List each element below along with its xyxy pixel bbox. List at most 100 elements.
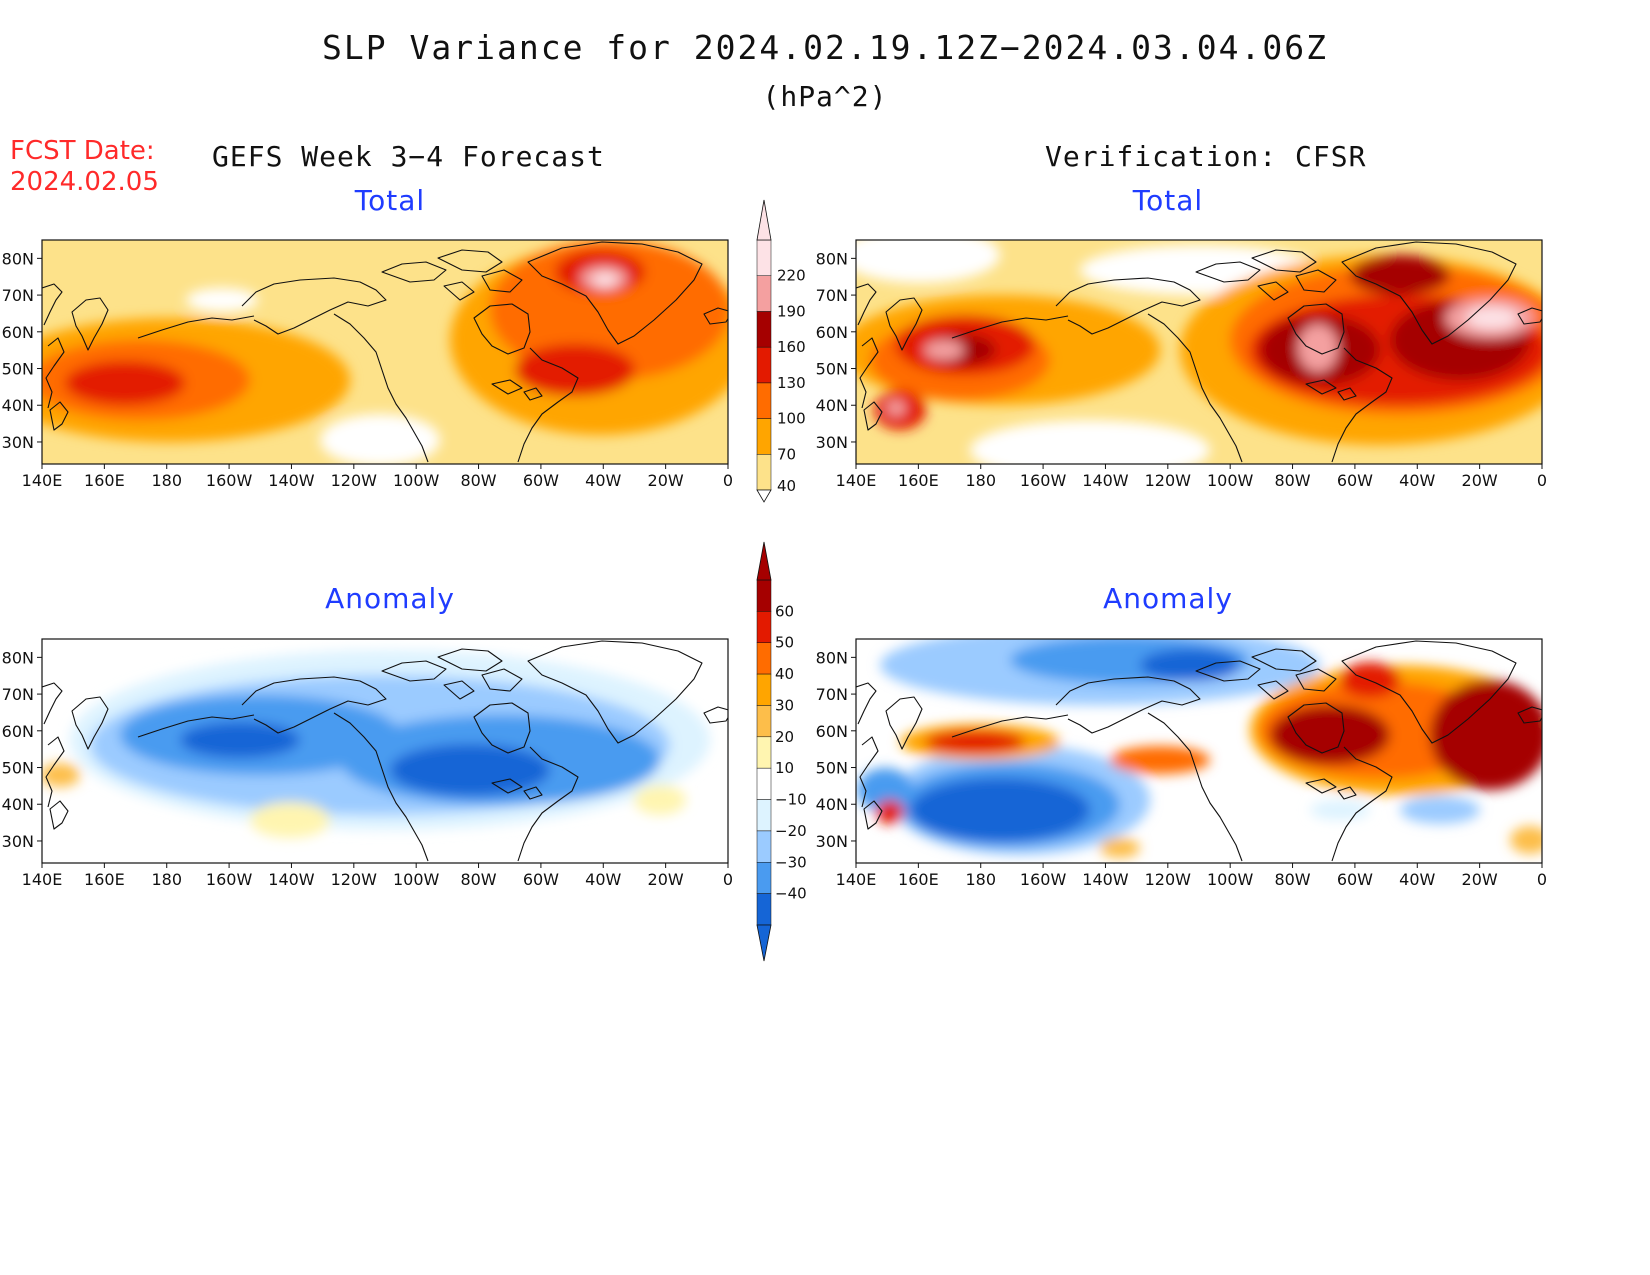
forecast-anomaly-lon-label: 140W <box>268 870 315 889</box>
forecast-total-lon-label: 120W <box>331 471 378 490</box>
verification-total-lon-label: 40W <box>1399 471 1435 490</box>
forecast-anomaly-lat-label: 80N <box>2 648 34 667</box>
forecast-anomaly-lon-label: 60W <box>523 870 559 889</box>
colorbar-total-label: 40 <box>777 477 796 495</box>
verification-total-lat-label: 70N <box>816 286 848 305</box>
forecast-total-lon-label: 60W <box>523 471 559 490</box>
colorbar-anomaly-label: −30 <box>775 853 807 871</box>
verification-anomaly-lon-label: 180 <box>965 870 996 889</box>
verification-anomaly-lon-label: 160E <box>898 870 939 889</box>
colorbar-anomaly-label: −20 <box>775 822 807 840</box>
forecast-anomaly-lon-label: 160E <box>84 870 125 889</box>
colorbar-anomaly-label: 60 <box>775 602 794 620</box>
forecast-total-lon-label: 140W <box>268 471 315 490</box>
figure-title: SLP Variance for 2024.02.19.12Z−2024.03.… <box>322 28 1328 67</box>
verification-total-lon-label: 20W <box>1462 471 1498 490</box>
colorbar-total-segment <box>756 275 772 312</box>
colorbar-anomaly-label: 50 <box>775 634 794 652</box>
verification-total-lon-label: 160W <box>1020 471 1067 490</box>
forecast-total-lat-label: 60N <box>2 323 34 342</box>
forecast-total-lon-label: 40W <box>585 471 621 490</box>
forecast-total-lon-label: 0 <box>723 471 733 490</box>
verification-total-lon-label: 60W <box>1337 471 1373 490</box>
colorbar-anomaly-label: 30 <box>775 696 794 714</box>
panel-title-total-left: Total <box>354 184 426 217</box>
colorbar-anomaly-segment <box>756 862 772 894</box>
verification-total-lon-label: 120W <box>1145 471 1192 490</box>
colorbar-total-label: 70 <box>777 445 796 463</box>
figure-units: (hPa^2) <box>762 80 888 113</box>
map-panel-verification-anomaly: 140E 160E 180 160W 140W 120W 100W 80W 60W 40W 20W 0… <box>816 638 1547 889</box>
panel-title-anomaly-right: Anomaly <box>1103 582 1233 615</box>
forecast-anomaly-lat-label: 30N <box>2 832 34 851</box>
verification-total-lon-label: 140E <box>836 471 877 490</box>
colorbar-anomaly-segment <box>756 642 772 675</box>
verification-anomaly-lat-label: 40N <box>816 795 848 814</box>
forecast-anomaly-lon-label: 140E <box>22 870 63 889</box>
left-column-title: GEFS Week 3−4 Forecast <box>212 140 605 173</box>
colorbar-anomaly-segment <box>756 736 772 769</box>
verification-anomaly-lon-label: 160W <box>1020 870 1067 889</box>
forecast-anomaly-lon-label: 160W <box>206 870 253 889</box>
forecast-total-lon-label: 100W <box>393 471 440 490</box>
colorbar-total: 40 70 100 130 160 190 220 <box>756 199 806 503</box>
verification-total-lon-label: 80W <box>1274 471 1310 490</box>
verification-total-lat-label: 40N <box>816 396 848 415</box>
colorbar-total-label: 190 <box>777 302 806 320</box>
forecast-total-lon-label: 160E <box>84 471 125 490</box>
forecast-anomaly-lon-label: 120W <box>331 870 378 889</box>
colorbar-anomaly-label: 10 <box>775 759 794 777</box>
verification-total-lon-label: 0 <box>1537 471 1547 490</box>
forecast-total-lon-label: 20W <box>648 471 684 490</box>
colorbar-anomaly-bottom-arrow <box>756 924 772 962</box>
forecast-total-lat-label: 70N <box>2 286 34 305</box>
forecast-total-lat-label: 80N <box>2 249 34 268</box>
verification-anomaly-lon-label: 0 <box>1537 870 1547 889</box>
forecast-total-lon-label: 180 <box>151 471 182 490</box>
forecast-anomaly-lat-label: 50N <box>2 759 34 778</box>
colorbar-anomaly-label: 20 <box>775 728 794 746</box>
verification-total-lon-label: 180 <box>965 471 996 490</box>
verification-anomaly-lat-label: 60N <box>816 722 848 741</box>
forecast-total-lon-label: 160W <box>206 471 253 490</box>
colorbar-anomaly-segment <box>756 579 772 612</box>
colorbar-anomaly-top-arrow <box>756 541 772 581</box>
verification-anomaly-lon-label: 80W <box>1274 870 1310 889</box>
verification-anomaly-lon-label: 120W <box>1145 870 1192 889</box>
verification-anomaly-lon-label: 100W <box>1207 870 1254 889</box>
verification-anomaly-lat-label: 50N <box>816 759 848 778</box>
verification-total-lat-label: 60N <box>816 323 848 342</box>
forecast-date-label: FCST Date: 2024.02.05 <box>10 136 159 198</box>
verification-total-lat-label: 80N <box>816 249 848 268</box>
forecast-total-lat-label: 50N <box>2 360 34 379</box>
verification-total-lon-label: 140W <box>1082 471 1129 490</box>
verification-total-lon-label: 100W <box>1207 471 1254 490</box>
verification-anomaly-lon-label: 140E <box>836 870 877 889</box>
colorbar-total-segment <box>756 418 772 455</box>
forecast-anomaly-lon-label: 20W <box>648 870 684 889</box>
verification-anomaly-lon-label: 40W <box>1399 870 1435 889</box>
colorbar-total-segment <box>756 454 772 491</box>
forecast-anomaly-lon-label: 80W <box>460 870 496 889</box>
right-column-title: Verification: CFSR <box>1045 140 1367 173</box>
map-panel-verification-total: 140E 160E 180 160W 140W 120W 100W 80W 60W 40W 20W 0… <box>816 239 1547 490</box>
verification-anomaly-lon-label: 140W <box>1082 870 1129 889</box>
forecast-date-value: 2024.02.05 <box>10 167 159 197</box>
colorbar-anomaly: 60 50 40 30 20 10 −10 −20 −30 −40 <box>756 541 807 962</box>
forecast-anomaly-lon-label: 180 <box>151 870 182 889</box>
colorbar-anomaly-segment <box>756 705 772 738</box>
map-panel-forecast-total: 140E 160E 180 160W 140W 120W 100W 80W 60W 40W 20W 0… <box>2 239 733 490</box>
colorbar-total-bottom-arrow <box>756 489 772 503</box>
verification-anomaly-lon-label: 60W <box>1337 870 1373 889</box>
verification-anomaly-lat-label: 30N <box>816 832 848 851</box>
colorbar-total-segment <box>756 311 772 348</box>
forecast-total-lat-label: 40N <box>2 396 34 415</box>
colorbar-anomaly-segment <box>756 611 772 643</box>
verification-anomaly-lat-label: 70N <box>816 685 848 704</box>
colorbar-total-segment <box>756 346 772 384</box>
colorbar-anomaly-segment <box>756 767 772 800</box>
verification-total-lat-label: 30N <box>816 433 848 452</box>
colorbar-anomaly-segment <box>756 673 772 706</box>
verification-anomaly-lat-label: 80N <box>816 648 848 667</box>
